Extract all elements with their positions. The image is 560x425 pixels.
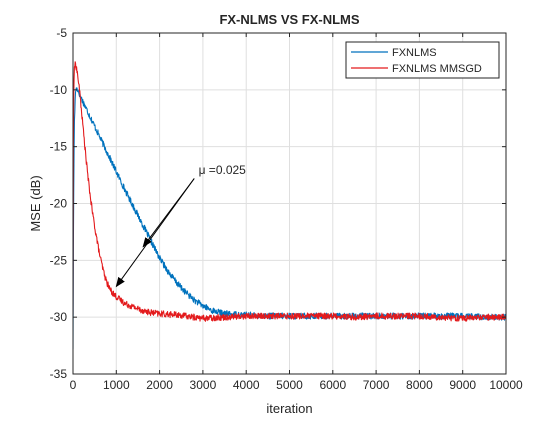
y-tick-label: -35 [50, 367, 68, 381]
chart-title: FX-NLMS VS FX-NLMS [219, 12, 359, 27]
legend: FXNLMS FXNLMS MMSGD [345, 41, 500, 79]
x-tick-label: 10000 [489, 378, 523, 392]
legend-label-fxnlms-mmsgd: FXNLMS MMSGD [392, 63, 482, 75]
y-axis-label: MSE (dB) [28, 175, 43, 231]
annotation: μ =0.025 [115, 163, 247, 288]
x-tick-label: 4000 [233, 378, 260, 392]
axis-ticks: 0 1000 2000 3000 4000 5000 6000 7000 8000 9000 100… [50, 26, 523, 392]
x-tick-label: 3000 [190, 378, 217, 392]
y-tick-label: -15 [50, 140, 68, 154]
y-tick-label: -5 [56, 26, 67, 40]
y-tick-label: -30 [50, 310, 68, 324]
x-tick-label: 8000 [406, 378, 433, 392]
x-tick-label: 9000 [449, 378, 476, 392]
x-tick-label: 7000 [363, 378, 390, 392]
y-tick-label: -10 [50, 83, 68, 97]
series-line-fxnlms-mmsgd [73, 61, 506, 322]
y-tick-label: -20 [50, 197, 68, 211]
y-tick-label: -25 [50, 253, 68, 267]
x-tick-label: 1000 [103, 378, 130, 392]
x-tick-label: 5000 [276, 378, 303, 392]
x-tick-label: 6000 [319, 378, 346, 392]
x-tick-label: 2000 [146, 378, 173, 392]
series-lines [73, 61, 506, 349]
legend-box [345, 41, 500, 79]
annotation-label: μ =0.025 [199, 163, 247, 177]
x-axis-label: iteration [266, 401, 312, 416]
annotation-arrow [115, 178, 195, 288]
plot-frame [72, 32, 507, 375]
legend-label-fxnlms: FXNLMS [392, 47, 437, 59]
x-tick-label: 0 [70, 378, 77, 392]
